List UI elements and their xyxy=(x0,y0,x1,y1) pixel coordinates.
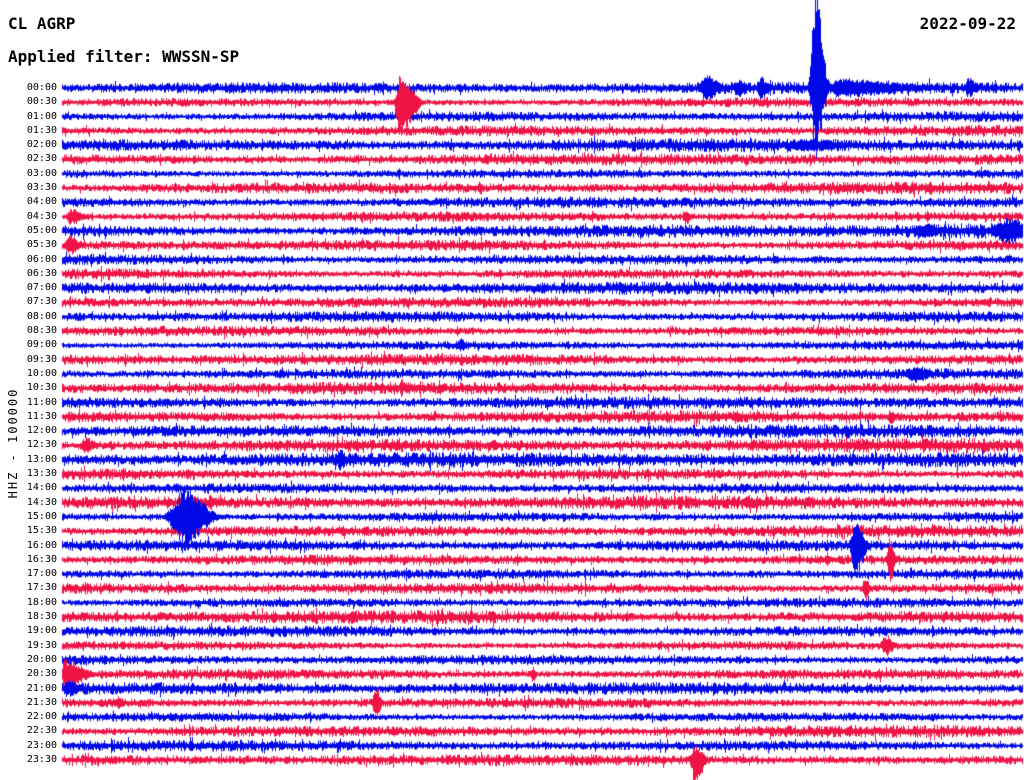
time-label: 13:00 xyxy=(26,453,57,465)
time-label: 16:00 xyxy=(26,539,57,551)
time-label: 16:30 xyxy=(26,553,57,565)
time-label: 01:00 xyxy=(26,110,57,122)
time-label: 12:30 xyxy=(26,439,57,451)
time-label: 20:00 xyxy=(26,653,57,665)
time-label: 03:00 xyxy=(26,167,57,179)
time-label: 04:30 xyxy=(26,210,57,222)
time-label: 19:30 xyxy=(26,639,57,651)
time-label: 14:30 xyxy=(26,496,57,508)
time-label: 02:30 xyxy=(26,153,57,165)
time-label: 17:30 xyxy=(26,582,57,594)
time-label: 10:30 xyxy=(26,382,57,394)
time-label: 00:00 xyxy=(26,82,57,93)
time-label: 06:30 xyxy=(26,267,57,279)
time-label: 23:30 xyxy=(26,754,57,765)
time-label: 01:30 xyxy=(26,124,57,136)
time-label: 21:30 xyxy=(26,696,57,708)
filter-label: Applied filter: WWSSN-SP xyxy=(8,47,240,66)
time-axis: 00:00 00:30 01:00 01:30 02:00 02:30 03:00 03:30… xyxy=(0,0,58,780)
time-label: 20:30 xyxy=(26,668,57,680)
station-title: CL AGRP xyxy=(8,14,76,33)
time-label: 04:00 xyxy=(26,196,57,208)
time-label: 07:30 xyxy=(26,296,57,308)
time-label: 07:00 xyxy=(26,282,57,294)
time-label: 12:00 xyxy=(26,425,57,437)
time-label: 13:30 xyxy=(26,468,57,480)
time-label: 09:00 xyxy=(26,339,57,351)
date-label: 2022-09-22 xyxy=(919,14,1016,33)
time-label: 10:00 xyxy=(26,367,57,379)
time-label: 18:00 xyxy=(26,596,57,608)
time-label: 19:00 xyxy=(26,625,57,637)
time-label: 03:30 xyxy=(26,182,57,194)
time-label: 08:00 xyxy=(26,310,57,322)
time-label: 11:30 xyxy=(26,410,57,422)
time-label: 08:30 xyxy=(26,325,57,337)
time-label: 02:00 xyxy=(26,139,57,151)
time-label: 00:30 xyxy=(26,96,57,108)
time-label: 14:00 xyxy=(26,482,57,494)
time-label: 09:30 xyxy=(26,353,57,365)
time-label: 22:30 xyxy=(26,725,57,737)
time-label: 18:30 xyxy=(26,611,57,623)
time-label: 17:00 xyxy=(26,568,57,580)
time-label: 21:00 xyxy=(26,682,57,694)
time-label: 23:00 xyxy=(26,739,57,751)
time-label: 05:30 xyxy=(26,239,57,251)
time-label: 22:00 xyxy=(26,711,57,723)
time-label: 06:00 xyxy=(26,253,57,265)
time-label: 11:00 xyxy=(26,396,57,408)
time-label: 15:00 xyxy=(26,510,57,522)
time-label: 05:00 xyxy=(26,224,57,236)
time-label: 15:30 xyxy=(26,525,57,537)
